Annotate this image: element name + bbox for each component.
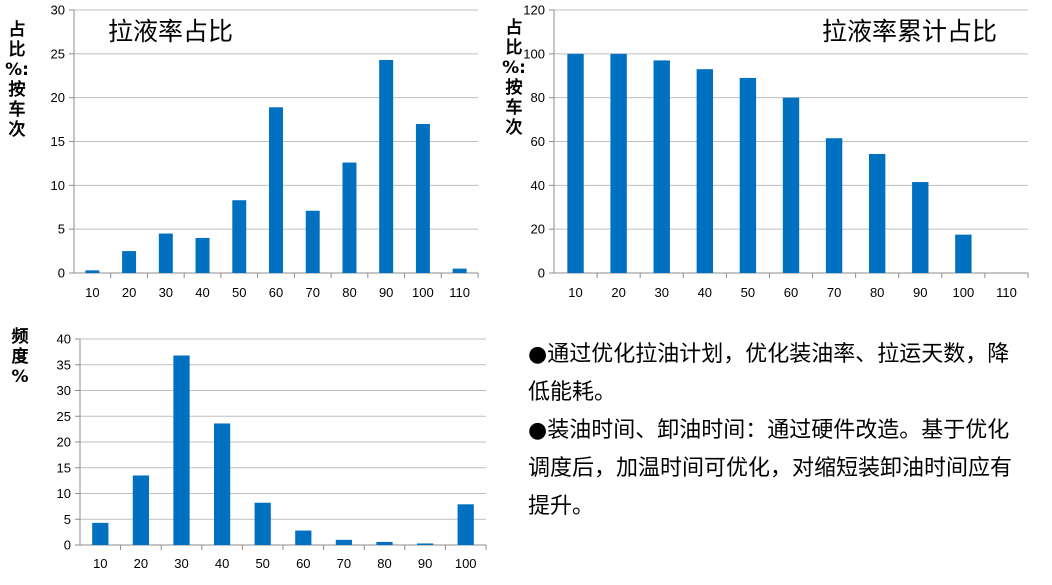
bar-70 (335, 539, 353, 545)
x-tick-label: 90 (913, 285, 927, 300)
y-tick-label: 30 (57, 383, 71, 398)
y-tick-label: 25 (57, 409, 71, 424)
y-tick-label: 120 (523, 3, 545, 18)
bar-100 (955, 234, 972, 273)
y-tick-label: 20 (531, 222, 545, 237)
bar-20 (122, 251, 137, 273)
x-tick-label: 80 (870, 285, 884, 300)
bar-50 (232, 200, 247, 273)
bar-40 (195, 237, 210, 273)
x-tick-label: 80 (342, 285, 356, 300)
y-tick-label: 20 (57, 435, 71, 450)
y-tick-label: 40 (57, 332, 71, 347)
bar-70 (305, 210, 320, 273)
x-tick-label: 50 (255, 556, 269, 571)
x-tick-label: 40 (698, 285, 712, 300)
chart2-title: 拉液率累计占比 (822, 18, 997, 46)
note-1: ●通过优化拉油计划，优化装油率、拉运天数，降低能耗。 (528, 342, 1010, 405)
bar-60 (782, 97, 800, 274)
x-tick-label: 80 (377, 556, 391, 571)
bar-10 (85, 270, 100, 273)
bar-80 (868, 153, 886, 273)
y-tick-label: 0 (58, 266, 65, 281)
note-2: ●装油时间、卸油时间：通过硬件改造。基于优化调度后，加温时间可优化，对缩短装卸油… (528, 418, 1013, 519)
bar-90 (379, 59, 394, 273)
x-tick-label: 10 (568, 285, 582, 300)
x-tick-label: 90 (418, 556, 432, 571)
bar-10 (92, 522, 109, 545)
chart2-y-axis-title: 占 比 %: 按 车 次 (502, 18, 526, 138)
y-tick-label: 20 (51, 90, 65, 105)
bar-70 (825, 138, 843, 273)
x-tick-label: 20 (134, 556, 148, 571)
cumulative-bar-chart: 0 20 40 60 80 100 120 10 20 30 40 50 60 70 80 90 100 110… (523, 3, 1029, 300)
bar-30 (653, 60, 670, 274)
bar-90 (912, 182, 929, 273)
y-tick-label: 80 (531, 90, 545, 105)
x-tick-label: 10 (85, 285, 99, 300)
y-tick-label: 40 (531, 178, 545, 193)
frequency-bar-chart: 0 5 10 15 20 25 30 35 40 10 20 30 40 50 60 70 80 90 100 (57, 332, 487, 571)
bar-50 (739, 77, 757, 273)
y-tick-label: 10 (57, 486, 71, 501)
x-tick-label: 100 (953, 285, 975, 300)
bar-40 (696, 69, 714, 273)
x-tick-label: 30 (654, 285, 668, 300)
x-tick-label: 40 (215, 556, 229, 571)
x-tick-label: 50 (741, 285, 755, 300)
y-tick-label: 15 (51, 134, 65, 149)
y-tick-label: 10 (51, 178, 65, 193)
x-tick-label: 60 (784, 285, 798, 300)
x-tick-label: 40 (195, 285, 209, 300)
y-tick-label: 5 (64, 512, 71, 527)
chart1-y-axis-title: 占 比 %: 按 车 次 (5, 20, 29, 140)
x-tick-label: 110 (996, 285, 1017, 300)
y-tick-label: 5 (58, 222, 65, 237)
bar-100 (457, 504, 474, 545)
y-tick-label: 25 (51, 46, 65, 61)
x-tick-label: 90 (379, 285, 393, 300)
bar-60 (295, 530, 312, 545)
bar-50 (254, 502, 271, 545)
x-tick-label: 30 (174, 556, 188, 571)
x-tick-label: 20 (122, 285, 136, 300)
y-tick-label: 0 (64, 538, 71, 553)
x-tick-label: 60 (269, 285, 283, 300)
bar-40 (213, 423, 231, 545)
bar-10 (567, 53, 584, 274)
bar-80 (376, 541, 393, 545)
bar-90 (416, 543, 434, 545)
chart1-title: 拉液率占比 (108, 18, 233, 46)
y-tick-label: 100 (523, 46, 545, 61)
y-tick-label: 35 (57, 357, 71, 372)
bar-30 (158, 233, 173, 273)
chart3-y-axis-title: 频 度 % (11, 327, 29, 387)
x-tick-label: 70 (305, 285, 319, 300)
bar-20 (610, 53, 627, 274)
x-tick-label: 60 (296, 556, 310, 571)
x-tick-label: 100 (455, 556, 477, 571)
bar-110 (452, 268, 467, 273)
x-tick-label: 70 (337, 556, 351, 571)
x-tick-label: 100 (412, 285, 434, 300)
x-tick-label: 30 (159, 285, 173, 300)
x-tick-label: 50 (232, 285, 246, 300)
x-tick-label: 10 (93, 556, 107, 571)
x-tick-label: 110 (449, 285, 470, 300)
y-tick-label: 0 (538, 266, 545, 281)
y-tick-label: 30 (51, 3, 65, 18)
bar-20 (132, 475, 150, 545)
bar-30 (173, 355, 190, 545)
bar-80 (342, 162, 357, 273)
share-bar-chart: 0 5 10 15 20 25 30 10 20 30 40 50 60 70 80 90 100 110 拉液… (51, 3, 479, 300)
y-tick-label: 60 (531, 134, 545, 149)
x-tick-label: 20 (611, 285, 625, 300)
y-tick-label: 15 (57, 460, 71, 475)
x-tick-label: 70 (827, 285, 841, 300)
bar-100 (415, 123, 430, 273)
notes-panel: ●通过优化拉油计划，优化装油率、拉运天数，降低能耗。 ●装油时间、卸油时间：通过… (528, 336, 1028, 526)
bar-60 (269, 107, 283, 273)
